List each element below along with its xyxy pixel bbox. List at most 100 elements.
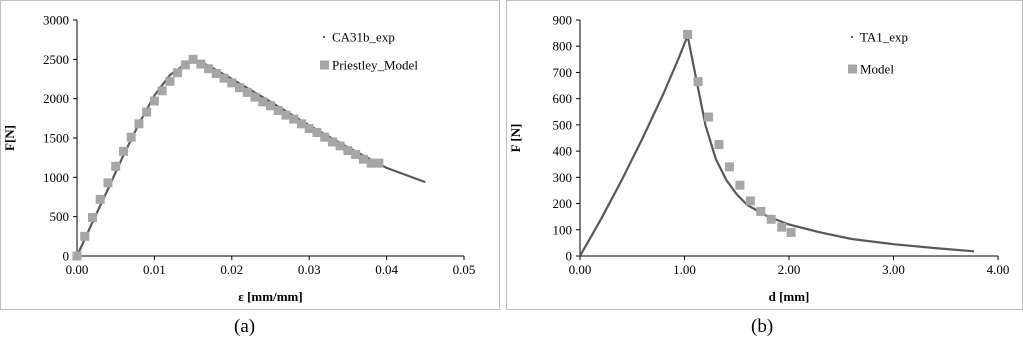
data-point: [134, 119, 144, 129]
data-point: [289, 114, 299, 124]
data-point: [358, 154, 368, 164]
data-point: [142, 107, 152, 117]
chart-panel-a: 0 500 1000 1500 2000 2500 3000 0.00 0.01 0.02 0.03…: [0, 0, 500, 352]
legend-entry: Priestley_Model: [332, 58, 418, 73]
data-point: [683, 29, 693, 39]
x-tick-label: 1.00: [673, 262, 696, 277]
y-tick-label: 800: [553, 39, 573, 54]
chart-b: 0 100 200 300 400 500 600 700 800 900 0.00 1.00 2.00…: [506, 0, 1023, 310]
data-point: [196, 59, 206, 69]
legend-entry: Model: [860, 62, 894, 77]
caption-a: (a): [234, 316, 256, 337]
data-point: [281, 110, 291, 120]
chart-a: 0 500 1000 1500 2000 2500 3000 0.00 0.01 0.02 0.03…: [0, 0, 500, 310]
data-point: [103, 178, 113, 188]
x-tick-label: 0.00: [66, 262, 89, 277]
data-point: [724, 162, 734, 172]
x-tick-label: 0.03: [298, 262, 321, 277]
x-tick-label: 0.02: [220, 262, 243, 277]
y-tick-label: 700: [553, 65, 573, 80]
data-point: [786, 227, 796, 237]
caption-b: (b): [751, 316, 774, 337]
data-point: [149, 96, 159, 106]
legend-entry: TA1_exp: [860, 30, 908, 45]
x-tick-label: 0.04: [375, 262, 398, 277]
data-point: [351, 150, 361, 160]
y-tick-label: 2000: [43, 91, 69, 106]
x-tick-label: 0.00: [569, 262, 592, 277]
chart-panel-b: 0 100 200 300 400 500 600 700 800 900 0.00 1.00 2.00…: [506, 0, 1023, 352]
legend-line-marker: [851, 36, 853, 38]
data-point: [227, 78, 237, 88]
data-point: [95, 194, 105, 204]
data-point: [258, 97, 268, 107]
series-line-0: [579, 34, 975, 257]
y-tick-label: 1500: [43, 131, 69, 146]
data-point: [235, 83, 245, 93]
data-point: [242, 87, 252, 97]
y-tick-label: 1000: [43, 170, 69, 185]
y-tick-label: 600: [553, 91, 573, 106]
legend-square-marker: [848, 64, 857, 74]
y-tick-label: 3000: [43, 13, 69, 28]
data-point: [374, 158, 384, 168]
y-tick-label: 100: [553, 222, 573, 237]
data-point: [266, 101, 275, 111]
data-point: [87, 212, 97, 222]
data-point: [312, 127, 322, 137]
y-tick-label: 900: [553, 13, 573, 28]
chart-frame: [506, 0, 1023, 310]
y-axis-title: F [N]: [508, 124, 523, 153]
data-point: [80, 231, 90, 241]
x-axis-title: ε [mm/mm]: [238, 289, 302, 304]
legend-line-marker: [323, 36, 325, 38]
y-tick-label: 2500: [43, 52, 69, 67]
data-point: [296, 119, 306, 129]
data-point: [745, 196, 755, 206]
data-point: [766, 214, 776, 224]
y-tick-label: 200: [553, 196, 573, 211]
x-tick-label: 0.05: [453, 262, 476, 277]
data-point: [335, 141, 345, 151]
data-point: [188, 54, 198, 64]
data-point: [343, 146, 353, 156]
data-point: [165, 76, 175, 86]
data-point: [118, 146, 128, 156]
legend-entry: CA31b_exp: [332, 30, 395, 45]
y-tick-label: 500: [50, 209, 70, 224]
data-point: [693, 77, 703, 87]
data-point: [304, 124, 314, 134]
data-point: [320, 132, 330, 142]
data-point: [219, 73, 229, 83]
y-tick-label: 0: [63, 249, 70, 264]
data-point: [111, 161, 121, 171]
data-point: [777, 222, 787, 232]
data-point: [366, 158, 376, 168]
data-point: [211, 68, 221, 78]
data-point: [173, 68, 183, 78]
x-tick-label: 4.00: [987, 262, 1010, 277]
data-point: [756, 206, 766, 216]
data-point: [704, 112, 714, 122]
data-point: [180, 60, 190, 70]
data-point: [735, 180, 745, 190]
data-point: [273, 105, 283, 115]
legend-square-marker: [320, 60, 329, 70]
x-tick-label: 2.00: [778, 262, 801, 277]
y-axis-title: F[N]: [2, 125, 17, 151]
data-point: [327, 137, 337, 147]
data-point: [126, 132, 136, 142]
y-tick-label: 300: [553, 170, 573, 185]
data-point: [204, 64, 214, 74]
x-tick-label: 0.01: [143, 262, 166, 277]
chart-frame: [0, 0, 500, 310]
x-tick-label: 3.00: [882, 262, 905, 277]
y-tick-label: 500: [553, 117, 573, 132]
data-point: [250, 92, 260, 102]
data-point: [157, 86, 167, 96]
data-point: [72, 251, 82, 261]
x-axis-title: d [mm]: [769, 289, 810, 304]
y-tick-label: 0: [566, 249, 573, 264]
data-point: [714, 140, 724, 150]
y-tick-label: 400: [553, 144, 573, 159]
